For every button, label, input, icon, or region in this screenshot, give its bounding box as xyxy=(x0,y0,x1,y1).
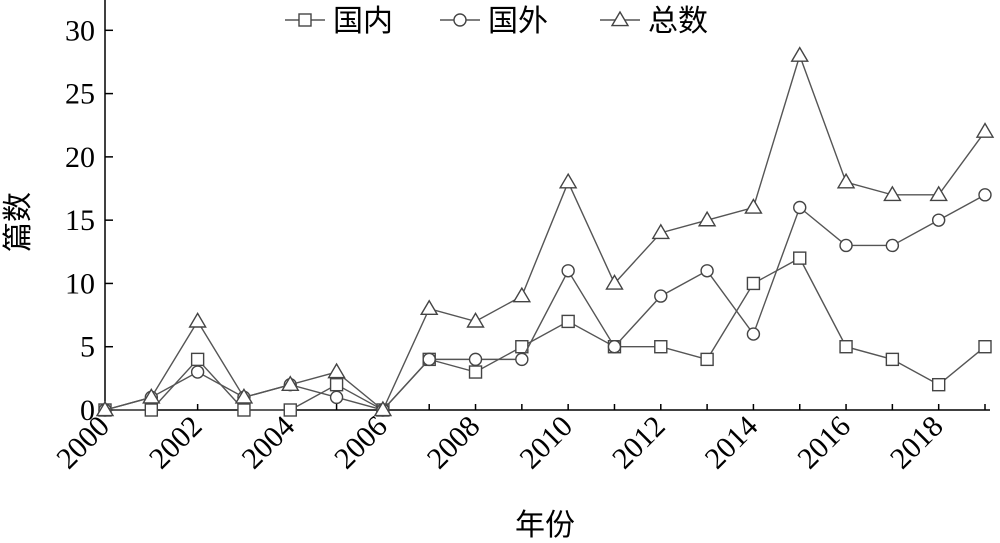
data-point-triangle xyxy=(605,274,624,290)
legend-entry-circle: 国外 xyxy=(440,4,548,39)
data-point-square xyxy=(468,365,483,379)
legend-entry-triangle: 总数 xyxy=(600,4,708,39)
data-point-circle xyxy=(793,200,807,215)
data-point-square xyxy=(237,403,251,417)
y-tick-label: 0 xyxy=(80,394,95,427)
data-point-triangle xyxy=(697,210,717,227)
data-point-square xyxy=(561,314,575,329)
x-tick-label: 2016 xyxy=(791,410,857,476)
y-tick-label: 10 xyxy=(65,267,95,300)
series-line-square xyxy=(105,257,986,411)
data-point-triangle xyxy=(327,362,346,379)
legend-label: 国内 xyxy=(333,4,393,39)
series-line-circle xyxy=(104,194,986,411)
x-tick-label: 2008 xyxy=(421,410,487,476)
data-point-circle xyxy=(978,188,992,202)
data-point-square xyxy=(885,352,900,367)
series-circle xyxy=(98,188,992,417)
data-point-triangle xyxy=(419,299,439,316)
data-point-circle xyxy=(654,289,668,303)
series-layer xyxy=(95,46,995,417)
data-point-circle xyxy=(329,390,344,405)
x-tick-label: 2002 xyxy=(143,410,209,476)
x-tick-label: 2014 xyxy=(699,410,765,476)
data-point-triangle xyxy=(558,172,578,189)
data-point-circle xyxy=(700,264,714,278)
y-tick-label: 25 xyxy=(65,78,95,111)
data-point-triangle xyxy=(142,387,161,404)
data-point-triangle xyxy=(95,400,115,417)
data-point-triangle xyxy=(512,286,532,303)
data-point-circle xyxy=(561,264,575,278)
legend-entry-square: 国内 xyxy=(285,4,393,39)
data-point-triangle xyxy=(744,198,763,214)
data-point-square xyxy=(144,403,159,417)
series-line-triangle xyxy=(104,53,986,412)
axes: 0 5 10 15 20 25 30 2000 2002 2004 2006 2008 2010 2012… xyxy=(50,0,990,475)
data-point-triangle xyxy=(790,46,809,62)
x-tick-label: 2012 xyxy=(606,410,672,476)
data-point-square xyxy=(793,251,807,265)
data-point-circle xyxy=(468,352,483,367)
data-point-square xyxy=(746,276,761,291)
legend-marker-square xyxy=(298,13,312,27)
y-tick-label: 30 xyxy=(65,14,95,47)
data-point-circle xyxy=(515,352,529,367)
data-point-triangle xyxy=(975,122,995,138)
data-point-triangle xyxy=(188,312,207,328)
data-point-circle xyxy=(746,327,761,341)
data-point-circle xyxy=(931,213,946,227)
x-tick-label: 2000 xyxy=(50,410,116,476)
legend-label: 国外 xyxy=(488,4,548,39)
data-point-square xyxy=(931,377,946,392)
data-point-triangle xyxy=(466,312,485,328)
x-tick-label: 2006 xyxy=(328,410,394,476)
data-point-square xyxy=(654,340,668,354)
data-point-triangle xyxy=(651,223,671,240)
data-point-square xyxy=(283,403,297,417)
y-tick-label: 20 xyxy=(65,141,95,174)
x-tick-label: 2018 xyxy=(884,410,950,476)
data-point-circle xyxy=(885,238,900,253)
legend: 国内 国外 总数 xyxy=(285,4,708,39)
x-tick-label: 2010 xyxy=(513,410,579,476)
legend-marker-circle xyxy=(453,13,467,27)
data-point-triangle xyxy=(883,185,902,202)
data-point-square xyxy=(190,352,205,367)
data-point-circle xyxy=(422,352,436,367)
data-point-triangle xyxy=(929,185,948,202)
data-point-triangle xyxy=(836,172,856,189)
data-point-circle xyxy=(839,238,853,253)
data-point-square xyxy=(329,377,344,392)
data-point-triangle xyxy=(373,400,393,417)
legend-label: 总数 xyxy=(648,4,708,39)
y-tick-label: 15 xyxy=(65,204,95,237)
data-point-square xyxy=(700,352,714,367)
x-axis-title: 年份 xyxy=(515,508,575,543)
data-point-circle xyxy=(190,365,205,379)
series-triangle xyxy=(95,46,995,417)
data-point-triangle xyxy=(234,387,254,404)
data-point-square xyxy=(978,340,992,354)
legend-marker-triangle xyxy=(610,10,630,27)
data-point-triangle xyxy=(281,375,300,391)
y-axis-title: 篇数 xyxy=(1,192,36,252)
y-tick-label: 5 xyxy=(80,331,95,364)
data-point-circle xyxy=(607,340,622,354)
data-point-square xyxy=(839,340,853,354)
x-tick-label: 2004 xyxy=(235,410,301,476)
